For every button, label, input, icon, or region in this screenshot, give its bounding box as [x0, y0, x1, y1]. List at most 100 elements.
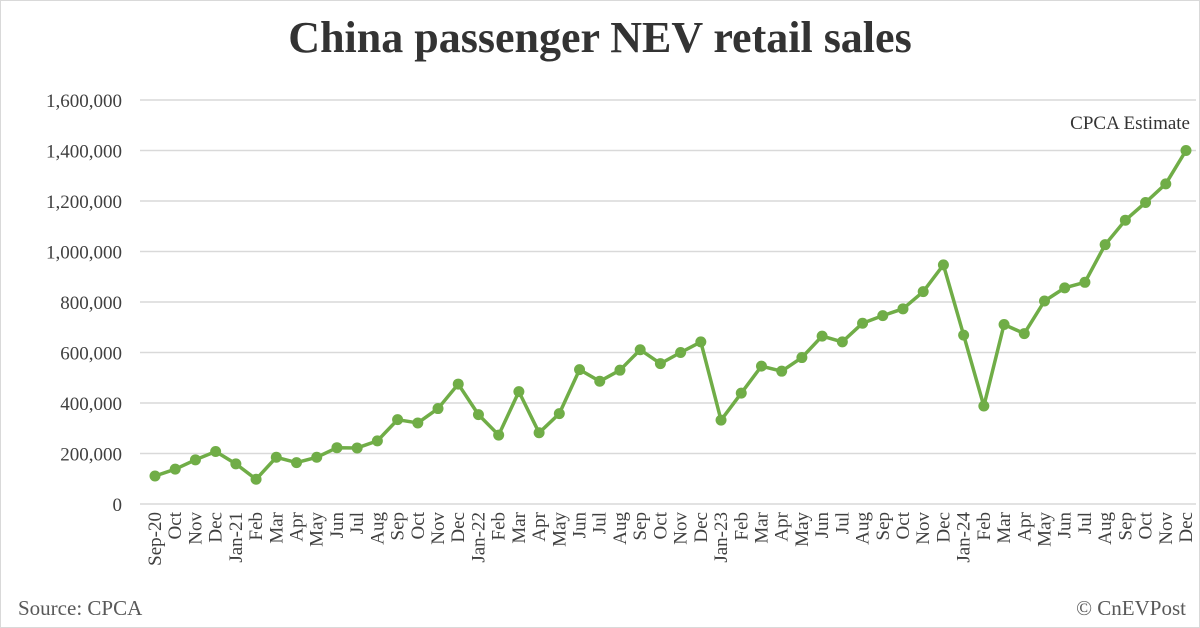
data-point — [513, 386, 525, 398]
data-point — [735, 387, 747, 399]
x-tick-label: Dec — [448, 512, 469, 543]
x-tick-label: Aug — [1095, 512, 1116, 545]
data-point — [654, 358, 666, 370]
x-tick-label: Sep-20 — [145, 512, 166, 566]
data-point — [978, 400, 990, 412]
data-point — [230, 458, 242, 470]
data-point — [695, 336, 707, 348]
y-tick-label: 0 — [113, 495, 123, 516]
x-tick-label: Nov — [1156, 512, 1177, 545]
x-tick-label: Oct — [408, 511, 429, 539]
x-tick-label: Jun — [1055, 512, 1076, 539]
data-point — [189, 454, 201, 466]
x-tick-label: Nov — [185, 512, 206, 545]
x-tick-label: Oct — [650, 511, 671, 539]
data-point — [149, 470, 161, 482]
data-point — [1140, 197, 1152, 209]
x-tick-label: May — [307, 512, 328, 547]
x-tick-label: Apr — [772, 511, 793, 541]
data-point — [917, 286, 929, 298]
data-point — [634, 344, 646, 356]
x-tick-label: Apr — [287, 511, 308, 541]
x-tick-label: Jul — [347, 512, 368, 534]
x-tick-label: Aug — [853, 512, 874, 545]
x-tick-label: Jan-22 — [468, 512, 489, 563]
data-point — [675, 347, 687, 358]
data-point — [574, 364, 586, 376]
x-tick-label: Feb — [974, 512, 995, 541]
x-tick-label: Jan-24 — [954, 512, 975, 563]
data-point — [250, 473, 262, 485]
data-point — [432, 403, 444, 415]
x-tick-label: Sep — [1115, 512, 1136, 541]
x-tick-label: Sep — [873, 512, 894, 541]
data-point — [452, 378, 464, 390]
x-tick-label: Jul — [832, 512, 853, 534]
data-point — [371, 435, 383, 447]
x-tick-label: Dec — [691, 512, 712, 543]
y-tick-label: 800,000 — [60, 293, 122, 314]
data-point — [614, 364, 626, 376]
x-tick-label: Jun — [812, 512, 833, 539]
data-point — [1038, 295, 1050, 307]
x-tick-label: Jun — [327, 512, 348, 539]
y-tick-label: 1,000,000 — [46, 243, 122, 264]
data-point — [836, 336, 848, 348]
x-tick-label: Oct — [893, 511, 914, 539]
data-point — [392, 414, 404, 426]
x-tick-label: Sep — [630, 512, 651, 541]
x-tick-label: Nov — [428, 512, 449, 545]
x-tick-label: Apr — [1014, 511, 1035, 541]
x-tick-label: Nov — [913, 512, 934, 545]
data-point — [1160, 178, 1172, 190]
data-point — [958, 329, 970, 341]
x-tick-label: Aug — [367, 512, 388, 545]
x-tick-label: May — [1034, 512, 1055, 547]
x-tick-label: May — [792, 512, 813, 547]
data-point — [1018, 328, 1030, 340]
data-point — [937, 259, 949, 271]
data-point — [897, 303, 909, 315]
data-point — [493, 429, 505, 441]
annotation-label: CPCA Estimate — [1070, 113, 1190, 134]
x-tick-label: Jun — [570, 512, 591, 539]
data-point — [169, 463, 181, 475]
data-point — [472, 409, 484, 421]
series-line — [154, 149, 1188, 482]
y-tick-label: 1,600,000 — [46, 91, 122, 112]
data-point — [998, 318, 1010, 330]
data-point — [1059, 282, 1071, 294]
y-tick-label: 200,000 — [60, 445, 122, 466]
data-point — [816, 330, 828, 342]
data-point — [857, 317, 869, 329]
data-point — [1119, 214, 1131, 226]
x-tick-label: Feb — [246, 512, 267, 541]
data-point — [311, 451, 323, 463]
x-tick-label: Mar — [994, 511, 1015, 543]
x-tick-label: Jul — [590, 512, 611, 534]
data-point — [715, 414, 727, 426]
x-tick-label: Sep — [388, 512, 409, 541]
x-tick-label: Dec — [206, 512, 227, 543]
x-tick-label: Mar — [509, 511, 530, 543]
source-note: Source: CPCA — [18, 596, 143, 620]
data-point — [755, 360, 767, 372]
x-tick-label: Dec — [1176, 512, 1197, 543]
data-point — [776, 365, 788, 377]
x-tick-label: Aug — [610, 512, 631, 545]
data-point — [533, 427, 545, 439]
x-tick-label: Mar — [266, 511, 287, 543]
x-tick-label: Feb — [731, 512, 752, 541]
x-tick-label: May — [549, 512, 570, 547]
data-point — [796, 352, 808, 364]
data-point — [331, 442, 343, 454]
x-tick-label: Jan-21 — [226, 512, 247, 563]
y-tick-label: 600,000 — [60, 344, 122, 365]
x-tick-label: Jan-23 — [711, 512, 732, 563]
x-tick-label: Jul — [1075, 512, 1096, 534]
copyright-credit: © CnEVPost — [1076, 596, 1186, 620]
y-tick-label: 400,000 — [60, 394, 122, 415]
data-point — [553, 408, 565, 420]
y-tick-label: 1,400,000 — [46, 142, 122, 163]
